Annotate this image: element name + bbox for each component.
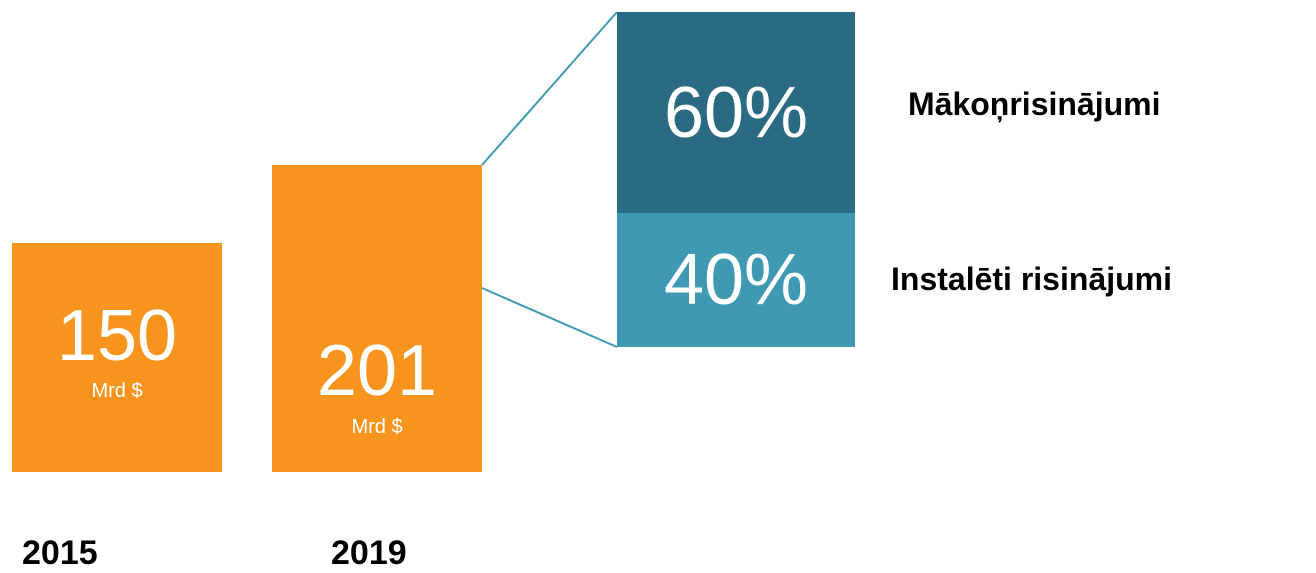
bar-unit-2019: Mrd $: [351, 416, 403, 438]
bar-2015: 150 Mrd $: [12, 243, 222, 472]
segment-label-cloud: Mākoņrisinājumi: [908, 86, 1161, 122]
bar-value-2019: 201: [316, 331, 438, 411]
connector-line-top: [481, 11, 618, 166]
connector-line-bottom: [481, 287, 618, 348]
segment-installed: 40%: [617, 213, 855, 347]
bar-unit-2015: Mrd $: [91, 380, 143, 402]
bar-value-2015: 150: [56, 296, 178, 376]
bar-2019: 201 Mrd $: [272, 165, 482, 472]
x-tick-label-2015: 2015: [22, 534, 98, 572]
segment-value-cloud: 60%: [663, 72, 809, 153]
segment-label-installed: Instalēti risinājumi: [891, 261, 1172, 297]
segment-cloud: 60%: [617, 12, 855, 213]
x-tick-label-2019: 2019: [331, 534, 407, 572]
segment-value-installed: 40%: [663, 240, 809, 320]
